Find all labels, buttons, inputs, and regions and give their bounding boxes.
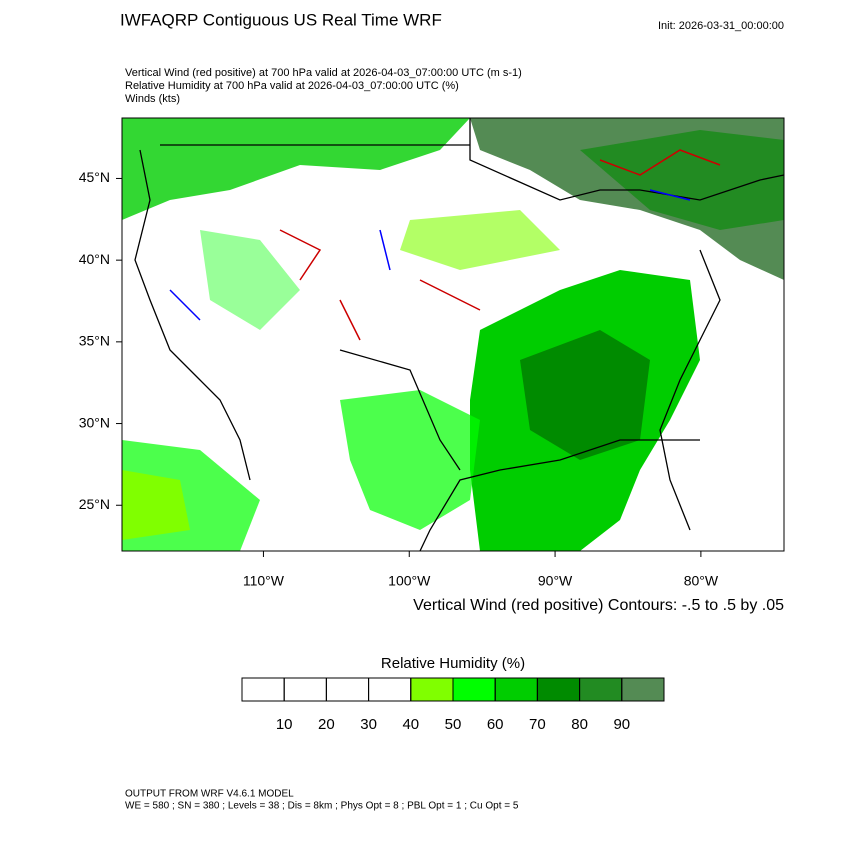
colorbar-label: 70: [529, 716, 546, 733]
subtitle: Vertical Wind (red positive) at 700 hPa …: [125, 67, 522, 79]
colorbar-title: Relative Humidity (%): [381, 655, 525, 672]
map-frame: [121, 117, 785, 552]
y-tick-label: 40°N: [79, 251, 110, 267]
map-field: [122, 118, 784, 551]
colorbar-label: 30: [360, 716, 377, 733]
colorbar-box: [283, 677, 327, 702]
x-tick-label: 100°W: [388, 573, 431, 589]
colorbar-box: [621, 677, 665, 702]
x-tick-label: 90°W: [538, 573, 573, 589]
colorbar-label: 80: [571, 716, 588, 733]
colorbar-box: [368, 677, 412, 702]
colorbar-label: 40: [402, 716, 419, 733]
subtitle: Winds (kts): [125, 93, 180, 105]
colorbar-box: [325, 677, 370, 702]
title: IWFAQRP Contiguous US Real Time WRF: [120, 10, 442, 29]
y-tick-label: 45°N: [79, 169, 110, 185]
colorbar-box: [494, 677, 538, 702]
init-time: Init: 2026-03-31_00:00:00: [658, 20, 784, 32]
colorbar-label: 10: [276, 716, 293, 733]
contour-note: Vertical Wind (red positive) Contours: -…: [413, 597, 784, 614]
y-tick-label: 35°N: [79, 333, 110, 349]
y-tick-label: 30°N: [79, 414, 110, 430]
colorbar-box: [579, 677, 623, 702]
colorbar-label: 20: [318, 716, 335, 733]
x-tick-label: 80°W: [684, 573, 719, 589]
colorbar-box: [410, 677, 454, 702]
colorbar-box: [241, 677, 285, 702]
x-tick-label: 110°W: [243, 573, 285, 589]
colorbar-box: [536, 677, 581, 702]
colorbar-label: 60: [487, 716, 504, 733]
colorbar-label: 90: [613, 716, 630, 733]
y-tick-label: 25°N: [79, 496, 110, 512]
subtitle: Relative Humidity at 700 hPa valid at 20…: [125, 80, 459, 92]
colorbar-label: 50: [445, 716, 462, 733]
footer: OUTPUT FROM WRF V4.6.1 MODEL: [125, 789, 294, 800]
colorbar-box: [452, 677, 496, 702]
footer: WE = 580 ; SN = 380 ; Levels = 38 ; Dis …: [125, 801, 519, 812]
